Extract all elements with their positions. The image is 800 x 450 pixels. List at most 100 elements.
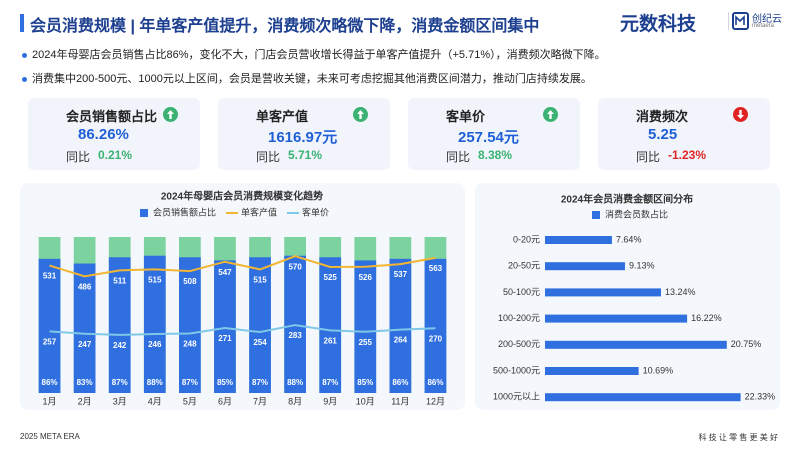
data-label: 242 bbox=[113, 341, 127, 350]
data-label: 515 bbox=[253, 276, 267, 285]
footer-right: 科 技 让 零 售 更 美 好 bbox=[698, 433, 778, 442]
data-label: 22.33% bbox=[745, 392, 776, 402]
legend-label: 消费会员数占比 bbox=[605, 208, 668, 219]
kpi-card: 会员销售额占比 86.26% 同比 0.21% bbox=[28, 98, 200, 170]
kpi-yoy-label: 同比 bbox=[256, 150, 281, 164]
bar bbox=[545, 236, 612, 244]
line bbox=[49, 255, 436, 278]
bar bbox=[319, 257, 342, 393]
bar bbox=[73, 263, 96, 393]
sub-brand: 创纪云 bbox=[752, 14, 782, 25]
bar bbox=[178, 257, 201, 393]
data-label: 20.75% bbox=[731, 339, 762, 349]
x-tick-label: 4月 bbox=[148, 396, 162, 406]
data-label: 87% bbox=[112, 378, 128, 387]
kpi-yoy-label: 同比 bbox=[636, 150, 661, 164]
kpi-value: 257.54元 bbox=[458, 129, 519, 146]
data-label: 531 bbox=[43, 272, 57, 281]
trend-icon bbox=[733, 107, 748, 122]
data-label: 261 bbox=[324, 336, 338, 345]
kpi-value: 86.26% bbox=[78, 126, 129, 143]
bullet: 消费集中200-500元、1000元以上区间，会员是营收关键，未来可考虑挖掘其他… bbox=[22, 70, 592, 86]
kpi-value: 1616.97元 bbox=[268, 129, 338, 146]
bar bbox=[249, 257, 271, 393]
bar bbox=[545, 367, 639, 375]
bar bbox=[214, 260, 236, 393]
bar bbox=[545, 262, 625, 271]
x-tick-label: 3月 bbox=[113, 396, 127, 406]
x-tick-label: 7月 bbox=[253, 396, 267, 406]
bar bbox=[389, 258, 412, 393]
data-label: 7.64% bbox=[616, 234, 642, 244]
data-label: 257 bbox=[43, 337, 57, 346]
data-label: 486 bbox=[78, 282, 92, 291]
data-label: 87% bbox=[252, 378, 268, 387]
x-tick-label: 1月 bbox=[43, 396, 57, 406]
data-label: 254 bbox=[253, 338, 267, 347]
bar bbox=[143, 255, 166, 393]
data-label: 247 bbox=[78, 340, 92, 349]
data-label: 515 bbox=[148, 276, 162, 285]
y-tick-label: 20-50元 bbox=[508, 261, 540, 271]
data-label: 88% bbox=[287, 378, 303, 387]
data-label: 264 bbox=[394, 336, 408, 345]
legend-label: 客单价 bbox=[302, 206, 329, 217]
data-label: 16.22% bbox=[691, 313, 722, 323]
kpi-change: 0.21% bbox=[98, 148, 133, 162]
data-label: 88% bbox=[147, 378, 163, 387]
bar bbox=[424, 258, 447, 393]
arrow bbox=[737, 110, 744, 119]
arrow bbox=[357, 110, 364, 119]
data-label: 525 bbox=[324, 273, 338, 282]
data-label: 248 bbox=[183, 340, 197, 349]
data-label: 511 bbox=[113, 276, 126, 285]
x-tick-label: 5月 bbox=[183, 396, 197, 406]
x-tick-label: 2月 bbox=[78, 396, 92, 406]
line bbox=[49, 324, 436, 336]
arrow bbox=[167, 110, 174, 119]
brand: 元数科技 bbox=[620, 14, 697, 35]
bar bbox=[545, 288, 661, 297]
bar bbox=[38, 258, 61, 393]
bar bbox=[354, 260, 377, 393]
legend-label: 会员销售额占比 bbox=[153, 206, 216, 217]
trend-icon bbox=[543, 107, 558, 122]
logo-icon bbox=[728, 12, 749, 30]
data-label: 10.69% bbox=[643, 365, 674, 375]
data-label: 283 bbox=[288, 331, 302, 340]
kpi-card: 消费频次 5.25 同比 -1.23% bbox=[598, 98, 770, 170]
data-label: 570 bbox=[288, 262, 302, 271]
data-label: 246 bbox=[148, 340, 162, 349]
data-label: 87% bbox=[322, 378, 338, 387]
y-tick-label: 100-200元 bbox=[498, 313, 540, 323]
kpi-change: 8.38% bbox=[478, 148, 513, 162]
data-label: 86% bbox=[427, 378, 443, 387]
arrow bbox=[547, 110, 554, 119]
kpi-yoy-label: 同比 bbox=[66, 150, 91, 164]
chart-title: 2024年母婴店会员消费规模变化趋势 bbox=[161, 190, 323, 203]
legend-swatch bbox=[592, 211, 600, 219]
x-tick-label: 10月 bbox=[356, 396, 375, 406]
legend-swatch bbox=[140, 209, 148, 217]
kpi-yoy-label: 同比 bbox=[446, 150, 471, 164]
kpi-label: 单客产值 bbox=[256, 109, 309, 124]
trend-icon bbox=[353, 107, 368, 122]
y-tick-label: 500-1000元 bbox=[493, 365, 540, 375]
x-tick-label: 6月 bbox=[218, 396, 232, 406]
kpi-card: 客单价 257.54元同比 8.38% bbox=[408, 98, 580, 170]
y-tick-label: 1000元以上 bbox=[493, 392, 540, 402]
data-label: 270 bbox=[429, 334, 443, 343]
sub-brand-en: metaera bbox=[752, 23, 775, 29]
data-label: 83% bbox=[77, 378, 93, 387]
data-label: 255 bbox=[359, 338, 373, 347]
data-label: 547 bbox=[218, 268, 232, 277]
kpi-label: 消费频次 bbox=[636, 109, 689, 124]
data-label: 86% bbox=[42, 378, 58, 387]
kpi-label: 客单价 bbox=[446, 109, 486, 124]
bar bbox=[545, 314, 688, 323]
bullet: 2024年母婴店会员销售占比86%，变化不大，门店会员营收增长得益于单客产值提升… bbox=[22, 46, 606, 62]
slide-title: 会员消费规模 | 年单客产值提升，消费频次略微下降，消费金额区间集中 bbox=[30, 18, 540, 35]
data-label: 86% bbox=[392, 378, 408, 387]
